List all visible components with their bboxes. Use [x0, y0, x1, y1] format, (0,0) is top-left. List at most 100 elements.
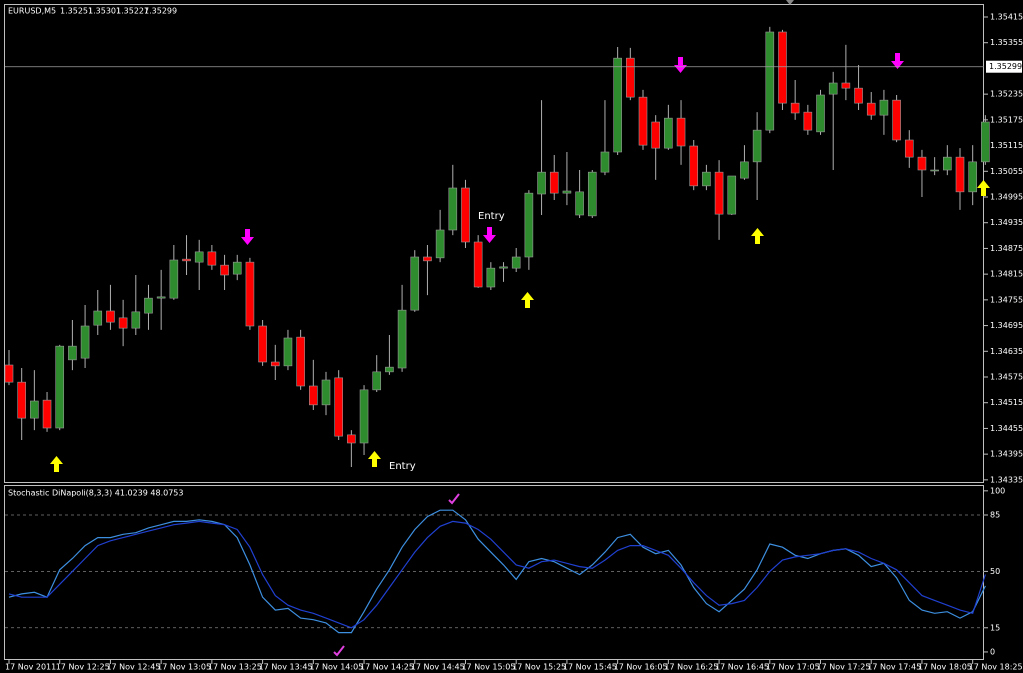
x-tick-label: 17 Nov 16:25	[664, 663, 718, 672]
y-tick-label: 1.34995	[990, 193, 1023, 202]
candle-body	[778, 31, 787, 104]
current-price-box	[986, 60, 1022, 73]
buy-arrow	[521, 292, 534, 308]
candle-body	[689, 145, 699, 187]
y-tick-label: 1.34935	[990, 218, 1023, 227]
y-tick-label: 15	[990, 623, 1000, 632]
y-tick-label: 1.35115	[990, 141, 1023, 150]
candle-body	[587, 171, 597, 217]
candle-body	[562, 190, 572, 194]
x-tick-label: 17 Nov 13:25	[208, 663, 262, 672]
ohlc-low: 1.35227	[116, 7, 149, 16]
x-tick-label: 17 Nov 12:25	[56, 663, 110, 672]
x-tick-label: 17 Nov 15:25	[512, 663, 566, 672]
x-tick-label: 17 Nov 14:25	[360, 663, 414, 672]
y-tick-label: 1.34395	[990, 450, 1023, 459]
candle-body	[626, 57, 635, 98]
candle-body	[359, 389, 369, 444]
x-tick-label: 17 Nov 15:05	[461, 663, 515, 672]
candle-body	[600, 151, 610, 173]
candle-body	[524, 192, 534, 258]
candle-body	[841, 82, 851, 89]
candle-body	[955, 156, 965, 193]
candle-body	[258, 325, 267, 363]
candle-body	[397, 309, 407, 369]
ohlc-close: 1.35299	[144, 7, 177, 16]
candle-body	[30, 400, 39, 419]
buy-arrow	[751, 228, 764, 244]
candle-body	[42, 399, 52, 429]
candle-body	[664, 117, 673, 149]
candle-body	[752, 129, 762, 163]
y-tick-label: 1.34455	[990, 424, 1023, 433]
y-tick-label: 1.35415	[990, 13, 1023, 22]
y-tick-label: 85	[990, 511, 1000, 520]
y-tick-label: 1.34815	[990, 270, 1023, 279]
candle-body	[486, 267, 496, 288]
y-tick-label: 1.34695	[990, 321, 1023, 330]
candle-body	[575, 191, 584, 216]
sell-arrow	[891, 53, 904, 69]
candle-body	[549, 171, 559, 194]
x-tick-label: 17 Nov 16:05	[614, 663, 668, 672]
candle-body	[816, 94, 825, 133]
x-tick-label: 17 Nov 17:45	[867, 663, 921, 672]
candle-body	[435, 229, 445, 259]
y-tick-label: 1.35055	[990, 167, 1023, 176]
sell-arrow	[483, 227, 496, 243]
candle-body	[714, 171, 724, 215]
candle-body	[283, 337, 293, 367]
candle-body	[17, 381, 26, 419]
checkmark	[333, 645, 345, 657]
candle-body	[4, 364, 14, 383]
checkmark	[448, 493, 460, 505]
y-tick-label: 1.34875	[990, 244, 1023, 253]
y-tick-label: 1.34515	[990, 398, 1023, 407]
sell-arrows	[241, 53, 904, 245]
candle-body	[321, 379, 331, 406]
candle-body	[727, 175, 737, 215]
candle-body	[828, 82, 838, 95]
sell-arrow	[674, 57, 687, 73]
candle-body	[740, 161, 749, 179]
candle-body	[448, 187, 458, 231]
buy-arrow	[977, 180, 990, 196]
candle-body	[879, 99, 889, 116]
candle-body	[790, 102, 800, 114]
candle-body	[537, 171, 546, 195]
y-tick-label: 1.35355	[990, 38, 1023, 47]
candle-body	[55, 345, 65, 429]
x-tick-label: 17 Nov 16:45	[715, 663, 769, 672]
candle-body	[80, 325, 90, 359]
x-tick-label: 17 Nov 18:05	[918, 663, 972, 672]
y-tick-label: 1.34335	[990, 475, 1023, 484]
candle-body	[613, 57, 622, 153]
symbol: EURUSD,M5	[8, 7, 56, 16]
annotation: Entry	[389, 461, 416, 472]
y-tick-label: 1.34635	[990, 347, 1023, 356]
candle-body	[156, 296, 166, 299]
x-tick-label: 17 Nov 13:05	[157, 663, 211, 672]
candle-body	[334, 377, 343, 437]
buy-arrow	[50, 456, 63, 472]
y-tick-label: 1.35175	[990, 115, 1023, 124]
candle-body	[930, 169, 939, 172]
candle-body	[106, 310, 115, 323]
price-panel-frame	[4, 4, 984, 483]
candle-body	[854, 87, 863, 104]
candle-body	[131, 311, 141, 329]
candle-body	[68, 345, 77, 361]
x-tick-label: 17 Nov 13:45	[259, 663, 313, 672]
current-price-label: 1.35299	[989, 62, 1022, 71]
y-tick-label: 1.34575	[990, 373, 1023, 382]
buy-arrow	[368, 451, 381, 467]
y-tick-label: 0	[990, 647, 995, 656]
y-tick-label: 1.34755	[990, 295, 1023, 304]
y-tick-label: 1.35235	[990, 90, 1023, 99]
candle-body	[118, 317, 128, 329]
candle-body	[473, 241, 483, 288]
x-tick-label: 17 Nov 14:45	[411, 663, 465, 672]
candle-body	[169, 259, 179, 299]
candle-body	[423, 256, 432, 262]
